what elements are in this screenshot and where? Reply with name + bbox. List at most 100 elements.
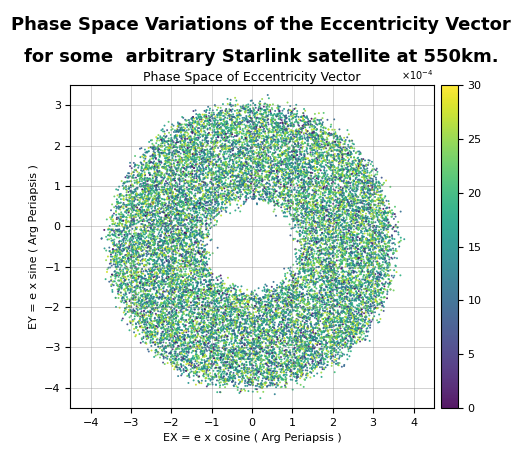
Point bbox=[317, 329, 326, 337]
Point bbox=[258, 287, 267, 295]
Point bbox=[349, 320, 357, 328]
Point bbox=[292, 377, 300, 384]
Point bbox=[273, 328, 281, 336]
Point bbox=[293, 343, 301, 350]
Point bbox=[248, 165, 256, 172]
Point bbox=[202, 138, 210, 145]
Point bbox=[345, 331, 353, 338]
Point bbox=[156, 314, 164, 321]
Point bbox=[382, 272, 390, 279]
Point bbox=[204, 162, 212, 170]
Point bbox=[345, 179, 353, 187]
Point bbox=[299, 291, 307, 298]
Point bbox=[270, 198, 278, 206]
Point bbox=[300, 273, 308, 281]
Point bbox=[185, 272, 193, 280]
Point bbox=[337, 203, 345, 211]
Point bbox=[257, 180, 266, 188]
Point bbox=[376, 242, 385, 250]
Point bbox=[204, 336, 212, 343]
Point bbox=[264, 337, 272, 344]
Point bbox=[313, 144, 321, 151]
Point bbox=[116, 190, 125, 198]
Point bbox=[346, 275, 354, 282]
Point bbox=[231, 375, 240, 382]
Point bbox=[365, 286, 373, 294]
Point bbox=[363, 185, 372, 192]
Point bbox=[149, 256, 158, 264]
Point bbox=[140, 225, 149, 232]
Point bbox=[229, 196, 237, 203]
Point bbox=[268, 122, 276, 129]
Point bbox=[247, 327, 255, 334]
Point bbox=[281, 322, 289, 329]
Point bbox=[204, 187, 212, 194]
Point bbox=[140, 299, 149, 307]
Point bbox=[206, 266, 215, 273]
Point bbox=[329, 258, 337, 265]
Point bbox=[277, 362, 285, 369]
Point bbox=[312, 179, 320, 187]
Point bbox=[144, 177, 152, 184]
Point bbox=[379, 217, 388, 224]
Point bbox=[175, 187, 183, 194]
Point bbox=[137, 180, 145, 188]
Point bbox=[325, 186, 334, 193]
Point bbox=[152, 348, 161, 355]
Point bbox=[358, 213, 366, 220]
Point bbox=[192, 195, 200, 203]
Point bbox=[294, 157, 302, 165]
Point bbox=[339, 231, 347, 238]
Point bbox=[150, 249, 159, 256]
Point bbox=[164, 331, 172, 338]
Point bbox=[334, 217, 342, 224]
Point bbox=[197, 185, 205, 192]
Point bbox=[224, 349, 233, 356]
Point bbox=[213, 287, 222, 294]
Point bbox=[284, 146, 293, 153]
Point bbox=[250, 141, 258, 148]
Point bbox=[248, 341, 257, 348]
Point bbox=[175, 120, 184, 127]
Point bbox=[132, 256, 140, 263]
Point bbox=[167, 255, 175, 262]
Point bbox=[193, 151, 201, 158]
Point bbox=[194, 239, 202, 247]
Point bbox=[292, 205, 301, 213]
Point bbox=[346, 174, 354, 182]
Point bbox=[313, 196, 322, 204]
Point bbox=[164, 300, 172, 307]
Point bbox=[110, 242, 118, 249]
Point bbox=[150, 199, 158, 207]
Point bbox=[248, 195, 257, 202]
Point bbox=[343, 241, 352, 248]
Point bbox=[360, 323, 369, 330]
Point bbox=[176, 150, 185, 157]
Point bbox=[234, 343, 243, 350]
Point bbox=[120, 295, 128, 302]
Point bbox=[256, 312, 264, 319]
Point bbox=[320, 280, 328, 287]
Point bbox=[228, 187, 236, 194]
Point bbox=[339, 234, 348, 241]
Point bbox=[342, 341, 350, 349]
Point bbox=[262, 342, 270, 349]
Point bbox=[160, 163, 168, 171]
Point bbox=[247, 313, 255, 321]
Point bbox=[262, 156, 270, 163]
Point bbox=[130, 195, 138, 202]
Point bbox=[252, 366, 260, 374]
Point bbox=[146, 171, 154, 179]
Point bbox=[180, 223, 188, 230]
Point bbox=[364, 213, 372, 220]
Point bbox=[220, 174, 229, 181]
Point bbox=[247, 134, 256, 141]
Point bbox=[242, 329, 251, 336]
Point bbox=[366, 236, 375, 244]
Point bbox=[180, 266, 188, 273]
Point bbox=[251, 349, 259, 356]
Point bbox=[298, 321, 306, 329]
Point bbox=[342, 287, 351, 294]
Point bbox=[213, 111, 221, 118]
Point bbox=[360, 258, 369, 265]
